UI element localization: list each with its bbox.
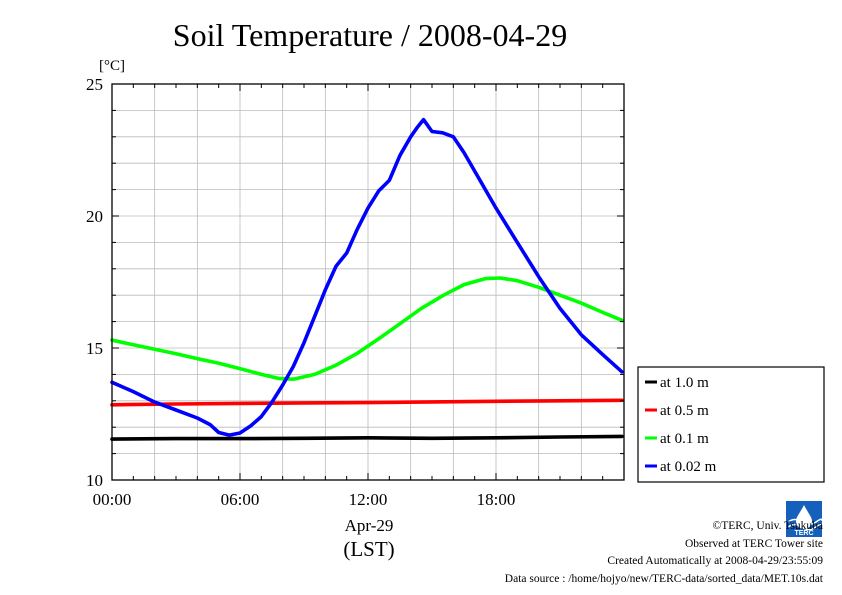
grid-lines [112,84,624,480]
x-tick-label: 06:00 [221,490,260,509]
y-tick-label: 15 [86,339,103,358]
x-tick-label: 12:00 [349,490,388,509]
x-axis-date-label: Apr-29 [345,516,394,535]
y-tick-label: 10 [86,471,103,490]
x-tick-label: 00:00 [93,490,132,509]
legend-label-0: at 1.0 m [660,375,709,391]
x-axis-timezone-label: (LST) [343,537,394,561]
legend-box [637,366,825,483]
series-lines [110,117,624,441]
footer-observed: Observed at TERC Tower site [685,538,823,550]
series-line-2 [110,276,624,381]
y-tick-label: 25 [86,75,103,94]
footer-copyright: ©TERC, Univ. Tsukuba [713,520,823,532]
legend-label-1: at 0.5 m [660,403,709,419]
legend-label-3: at 0.02 m [660,459,717,475]
y-tick-label: 20 [86,207,103,226]
axis-ticks: 10 15 20 25 00:00 06:00 12:00 18:00 [86,75,625,509]
logo-text: TERC [794,530,813,537]
series-line-0 [110,434,624,441]
x-tick-label: 18:00 [477,490,516,509]
terc-logo: TERC [786,501,823,537]
chart-title: Soil Temperature / 2008-04-29 [173,17,567,53]
footer-source: Data source : /home/hojyo/new/TERC-data/… [505,573,824,585]
footer-created: Created Automatically at 2008-04-29/23:5… [607,555,823,567]
series-line-3 [110,117,624,437]
y-axis-unit-label: [°C] [99,58,125,74]
series-line-1 [110,398,624,407]
legend: at 1.0 m at 0.5 m at 0.1 m at 0.02 m [637,366,825,483]
legend-label-2: at 0.1 m [660,431,709,447]
